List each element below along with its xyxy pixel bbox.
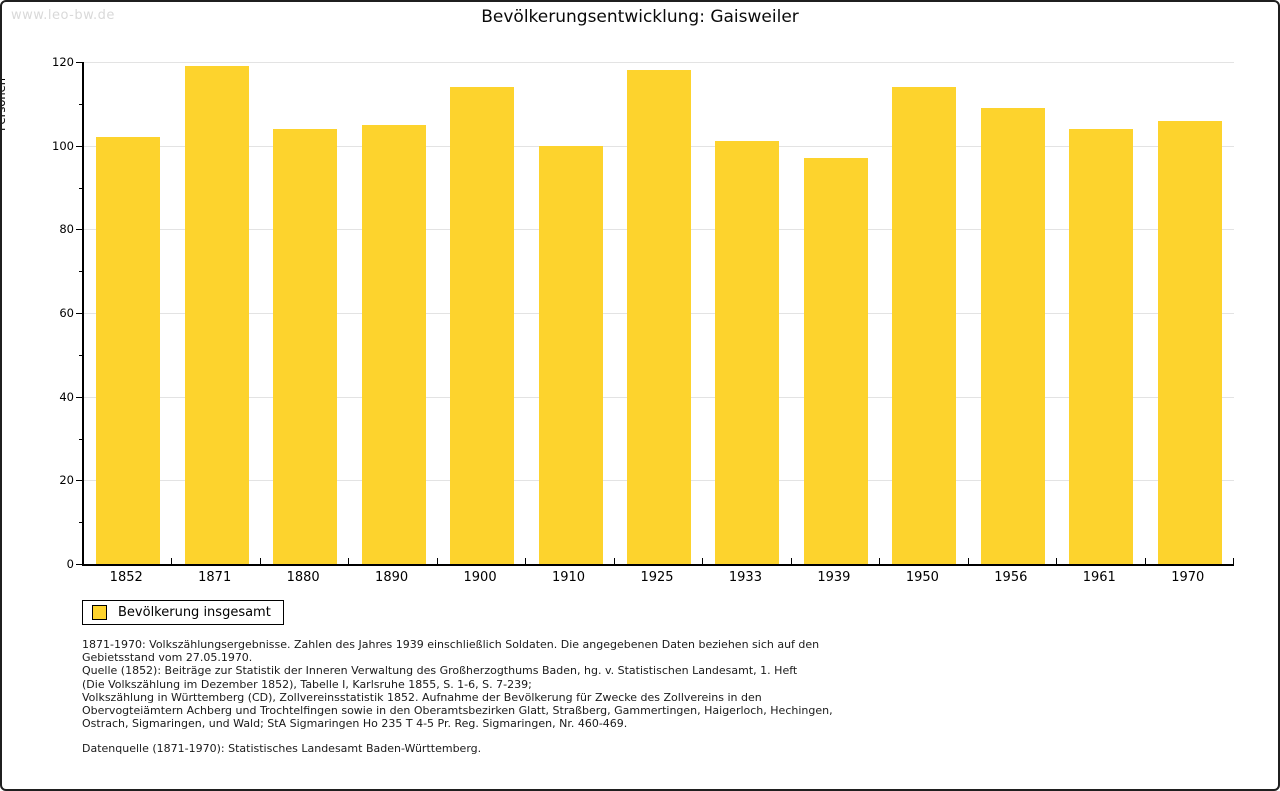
x-axis-tick <box>790 558 792 564</box>
footnote-line: Obervogteiämtern Achberg und Trochtelfin… <box>82 704 833 718</box>
bar-1925 <box>627 70 691 564</box>
x-axis-tick <box>1056 558 1058 564</box>
x-tick-label: 1900 <box>463 570 497 585</box>
y-axis-major-tick <box>76 229 82 231</box>
x-tick-label: 1939 <box>817 570 851 585</box>
x-axis-tick <box>702 558 704 564</box>
y-tick-label: 100 <box>52 138 74 153</box>
bar-1956 <box>980 108 1045 564</box>
bar-1890 <box>361 124 426 564</box>
chart-title: Bevölkerungsentwicklung: Gaisweiler <box>481 7 799 27</box>
y-tick-label: 40 <box>59 389 74 404</box>
bar-1910 <box>538 145 603 564</box>
y-tick-label: 20 <box>59 473 74 488</box>
datasource-note: Datenquelle (1871-1970): Statistisches L… <box>82 742 482 755</box>
footnote-line: Gebietsstand vom 27.05.1970. <box>82 651 253 665</box>
x-axis-tick <box>879 558 881 564</box>
y-axis-minor-tick <box>79 354 82 356</box>
footnote-line: Volkszählung in Württemberg (CD), Zollve… <box>82 690 762 704</box>
y-axis-major-tick <box>76 480 82 482</box>
y-axis-major-tick <box>76 313 82 314</box>
x-axis-tick <box>348 558 350 564</box>
x-tick-label: 1933 <box>728 570 762 585</box>
bar-1961 <box>1069 128 1134 564</box>
footnote-line: 1871-1970: Volkszählungsergebnisse. Zahl… <box>82 638 820 651</box>
y-axis-minor-tick <box>79 271 82 273</box>
x-axis-tick <box>259 558 261 564</box>
y-axis-major-tick <box>76 564 82 565</box>
x-tick-label: 1970 <box>1171 570 1205 585</box>
bar-1970 <box>1157 120 1222 564</box>
legend-label: Bevölkerung insgesamt <box>118 605 271 620</box>
footnotes: 1871-1970: Volkszählungsergebnisse. Zahl… <box>82 638 833 730</box>
x-axis-tick <box>1233 558 1234 564</box>
x-axis-tick <box>171 558 173 564</box>
y-tick-label: 0 <box>66 557 74 571</box>
y-tick-label: 60 <box>59 306 74 320</box>
bar-1900 <box>450 87 515 564</box>
y-axis-minor-tick <box>79 187 82 189</box>
x-axis-tick <box>525 558 527 564</box>
gridline-120 <box>84 62 1234 63</box>
bar-1933 <box>715 141 780 564</box>
x-axis-tick <box>1144 558 1146 564</box>
y-axis-title: Personen <box>0 77 8 131</box>
y-axis-minor-tick <box>79 103 82 105</box>
y-axis-minor-tick <box>79 522 82 524</box>
x-tick-label: 1925 <box>640 570 674 585</box>
bar-1852 <box>96 137 161 564</box>
bar-1939 <box>803 158 868 564</box>
footnote-line: Quelle (1852): Beiträge zur Statistik de… <box>82 664 798 678</box>
bar-1871 <box>184 66 249 564</box>
x-tick-label: 1871 <box>198 570 232 585</box>
legend-swatch-icon <box>92 605 107 620</box>
y-axis-major-tick <box>76 145 82 147</box>
x-axis-tick <box>967 558 969 564</box>
x-tick-label: 1961 <box>1082 570 1116 585</box>
bar-1950 <box>892 87 957 564</box>
footnote-line: (Die Volkszählung im Dezember 1852), Tab… <box>82 677 532 691</box>
y-tick-label: 80 <box>59 222 74 237</box>
y-axis-minor-tick <box>79 438 82 440</box>
x-tick-label: 1956 <box>994 570 1028 585</box>
y-tick-label: 120 <box>52 55 74 69</box>
legend: Bevölkerung insgesamt <box>82 600 284 625</box>
x-axis-tick <box>613 558 615 564</box>
y-axis-major-tick <box>76 396 82 398</box>
x-tick-label: 1910 <box>551 570 586 585</box>
x-tick-label: 1890 <box>375 570 409 585</box>
x-tick-label: 1852 <box>109 570 143 585</box>
footnote-line: Ostrach, Sigmaringen, und Wald; StA Sigm… <box>82 717 628 731</box>
x-axis-tick <box>436 558 438 564</box>
x-tick-label: 1950 <box>905 570 939 585</box>
watermark: www.leo-bw.de <box>11 8 115 23</box>
y-axis-major-tick <box>76 62 82 63</box>
x-tick-label: 1880 <box>286 570 320 585</box>
plot-area <box>76 62 1234 566</box>
bar-1880 <box>273 128 338 564</box>
